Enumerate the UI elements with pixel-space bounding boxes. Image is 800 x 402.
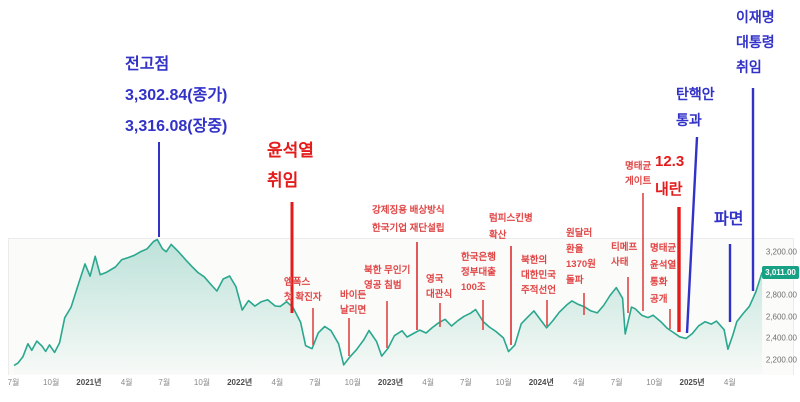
x-tick-16: 7월 bbox=[610, 378, 623, 387]
insurrection-12-3-label: 12.3 내란 bbox=[655, 153, 685, 198]
y-tick-2800: 2,800.00 bbox=[765, 290, 797, 300]
x-tick-2: 2021년 bbox=[76, 378, 102, 387]
x-tick-0: 7월 bbox=[7, 378, 20, 387]
y-tick-3200: 3,200.00 bbox=[765, 247, 797, 257]
yoon-inauguration-label: 윤석열 취임 bbox=[267, 141, 314, 190]
x-tick-9: 10월 bbox=[344, 378, 361, 387]
myung-yoon-call-released-label: 명태균 윤석열 통화 공개 bbox=[650, 243, 677, 305]
uk-coronation-label: 영국 대관식 bbox=[426, 274, 453, 300]
tmon-wemakeprice-crisis-label: 티메프 사태 bbox=[611, 242, 638, 268]
x-tick-15: 4월 bbox=[573, 378, 585, 387]
impeachment-passed-label: 탄핵안 통과 bbox=[676, 86, 715, 128]
x-tick-11: 4월 bbox=[422, 378, 435, 387]
x-tick-12: 7월 bbox=[459, 378, 472, 387]
x-tick-14: 2024년 bbox=[528, 378, 554, 387]
mpox-first-case-label: 엠폭스 첫 확진자 bbox=[284, 277, 322, 303]
y-tick-2200: 2,200.00 bbox=[765, 355, 797, 365]
y-tick-2600: 2,600.00 bbox=[765, 312, 797, 322]
bok-gov-loan-label: 한국은행 정부대출 100조 bbox=[461, 252, 496, 293]
x-tick-6: 2022년 bbox=[227, 378, 253, 387]
myung-gate-label: 명태균 게이트 bbox=[625, 161, 652, 187]
previous-high-label: 전고점 3,302.84(종가) 3,316.08(장중) bbox=[125, 56, 228, 135]
nk-main-enemy-label: 북한의 대한민국 주적선언 bbox=[521, 255, 556, 296]
x-tick-1: 10월 bbox=[43, 378, 60, 387]
lee-president-inauguration-label: 이재명 대통령 취임 bbox=[736, 9, 775, 75]
y-tick-2400: 2,400.00 bbox=[765, 333, 797, 343]
lumpy-skin-disease-label: 럼피스킨병 확산 bbox=[489, 213, 533, 241]
dismissal-label: 파면 bbox=[714, 211, 744, 228]
x-tick-19: 4월 bbox=[723, 378, 736, 387]
price-area-fill bbox=[14, 239, 763, 374]
nk-drone-airspace-label: 북한 무인기 영공 침범 bbox=[364, 265, 411, 291]
x-tick-5: 10월 bbox=[193, 378, 211, 387]
x-tick-7: 4월 bbox=[271, 378, 284, 387]
current-price-badge: 3,011.00 bbox=[762, 265, 799, 279]
impeachment-passed-label-pointer-line bbox=[685, 136, 699, 334]
x-tick-3: 4월 bbox=[120, 378, 133, 387]
x-tick-8: 7월 bbox=[309, 378, 321, 387]
price-line bbox=[13, 238, 763, 367]
x-tick-13: 10월 bbox=[495, 378, 512, 387]
forced-labor-compensation-label: 강제징용 배상방식 한국기업 재단설립 bbox=[372, 205, 445, 234]
biden-remark-label: 바이든 날리면 bbox=[340, 290, 367, 316]
usd-krw-1370-label: 원달러 환율 1370원 돌파 bbox=[566, 228, 596, 286]
x-tick-4: 7월 bbox=[158, 378, 171, 387]
x-tick-10: 2023년 bbox=[377, 378, 404, 387]
x-tick-17: 10월 bbox=[646, 378, 663, 387]
x-tick-18: 2025년 bbox=[679, 378, 705, 387]
